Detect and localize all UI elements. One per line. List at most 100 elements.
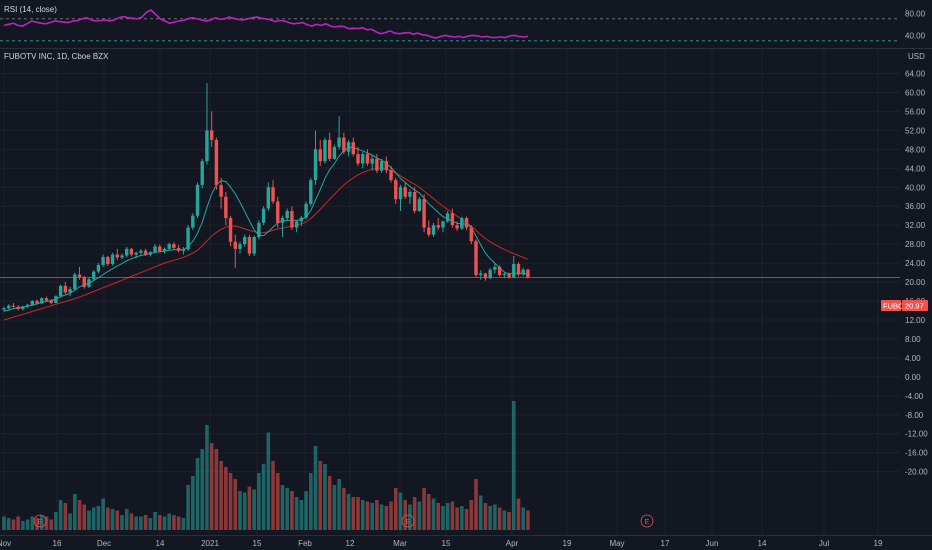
candle-body [153,246,157,253]
time-axis-tick: Dec [97,539,111,548]
time-axis-tick: 19 [874,539,883,548]
candle-body [30,301,35,305]
volume-bar [176,516,181,530]
candle-body [389,170,393,181]
price-axis-tick: -12.00 [905,430,928,439]
volume-bar [398,492,403,530]
candle-body [290,210,294,228]
candle-body [351,142,355,155]
volume-bar [82,504,87,530]
time-axis-tick: 2021 [201,539,219,548]
candle-body [516,264,521,275]
volume-bar [172,515,176,530]
volume-bar [153,512,157,530]
volume-bar [327,476,332,530]
volume-bar [469,500,474,530]
time-axis-tick: 16 [53,539,62,548]
candlestick-series [2,82,530,312]
candle-body [483,273,488,279]
volume-bar [526,510,530,530]
rsi-pane[interactable]: RSI (14, close) 80.00 40.00 [0,5,926,42]
price-axis-tick: 20.00 [905,278,926,287]
candle-body [299,217,304,222]
candle-body [191,215,195,228]
candle-body [266,187,271,209]
candle-body [318,149,322,162]
candle-body [195,184,200,216]
candle-body [280,218,285,223]
candle-body [332,146,337,159]
fast-moving-average [3,146,529,312]
earnings-marker-label: E [38,519,43,526]
volume-bar [360,500,365,530]
volume-bar [488,506,492,530]
candle-body [176,247,181,251]
volume-bar [502,510,507,530]
volume-bar [91,507,96,530]
volume-bar [200,449,205,530]
volume-bar [11,519,16,530]
price-axis-tick: 64.00 [905,70,926,79]
time-axis[interactable]: Nov 16 Dec 14 2021 15 Feb 12 Mar 15 Apr 19 May 17 Jun 1… [0,535,932,549]
candle-body [375,158,379,171]
earnings-marker-label: E [645,519,650,526]
price-axis[interactable]: 64.00 60.00 56.00 52.00 48.00 44.00 40.00 36.00… [905,70,928,477]
earnings-marker-label: E [406,519,411,526]
price-axis-tick: -8.00 [905,411,924,420]
candle-body [370,158,374,164]
candle-body [2,308,6,310]
candle-body [455,225,459,229]
volume-bar [2,516,6,530]
price-axis-tick: 40.00 [905,183,926,192]
volume-bar [290,491,294,530]
volume-bar [346,494,351,530]
volume-bar [49,519,53,530]
price-axis-tick: 28.00 [905,240,926,249]
candle-body [365,154,370,164]
candle-body [186,227,190,250]
time-axis-tick: 14 [156,539,165,548]
volume-bar [450,501,455,530]
candle-body [502,274,507,276]
volume-bar [30,516,35,530]
time-axis-tick: Mar [393,539,407,548]
candle-body [436,225,440,228]
volume-bar [257,473,261,530]
volume-bar [21,521,25,530]
candle-body [309,180,313,204]
volume-bar [44,516,49,530]
volume-bar [521,507,525,530]
candle-body [129,248,134,255]
volume-bar [516,498,521,530]
candle-body [294,221,299,228]
volume-bar [332,485,337,530]
candle-body [493,266,497,270]
volume-bar [275,473,280,530]
volume-bar [417,501,422,530]
volume-bar [266,432,271,530]
volume-bar [252,489,256,530]
candle-body [54,296,58,303]
volume-bar [238,491,242,530]
volume-bar [309,473,313,530]
volume-bar [110,509,115,530]
candle-body [11,305,16,307]
candle-body [422,199,426,228]
volume-bar [129,513,134,530]
volume-bar [16,516,20,530]
volume-bar [228,473,233,530]
volume-bar [271,461,275,530]
candle-body [158,246,162,252]
volume-bar [365,501,370,530]
volume-bar [157,515,162,530]
volume-bar [195,458,200,530]
volume-bar [403,500,407,530]
candle-body [327,139,332,159]
volume-bar [139,516,143,530]
volume-bar [101,498,105,530]
volume-bar [389,501,393,530]
candle-body [58,285,63,297]
